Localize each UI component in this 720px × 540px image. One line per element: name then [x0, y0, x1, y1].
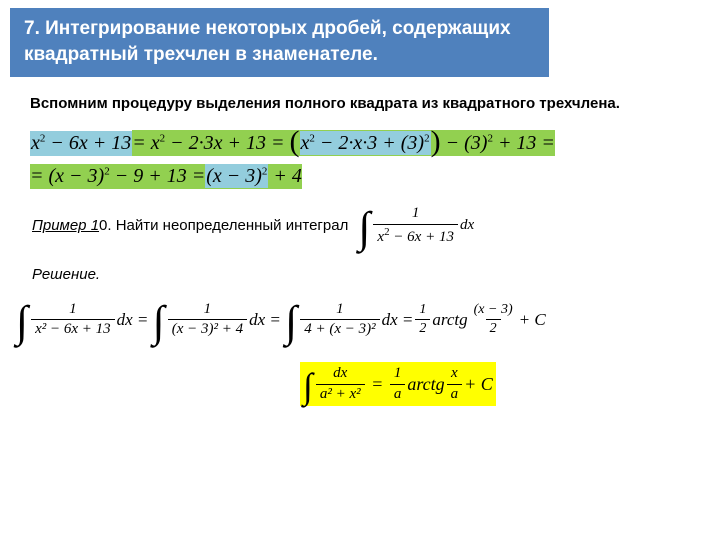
- frac: 1 2: [413, 302, 432, 337]
- t: dx =: [117, 310, 149, 330]
- t: − (3): [441, 132, 488, 154]
- t: − 6x + 13: [390, 229, 454, 245]
- t: 2: [415, 319, 430, 337]
- t: Пример 1: [32, 217, 99, 234]
- t: (: [290, 125, 300, 158]
- derivation-line1: x2 − 6x + 13 = x2 − 2·3x + 13 = (x2 − 2·…: [30, 130, 555, 156]
- t: arctg: [407, 374, 444, 395]
- t: + C: [519, 310, 546, 330]
- integral-sign: ∫: [303, 374, 314, 399]
- example-label: Пример 10. Найти неопределенный интеграл: [32, 217, 348, 234]
- t: dx =: [382, 310, 414, 330]
- arctan-formula: ∫ dx a² + x² = 1 a arctg x a + C: [300, 362, 496, 406]
- hl-seg: x2 − 2·x·3 + (3)2: [300, 131, 431, 155]
- t: 1: [65, 301, 81, 319]
- t: (x − 3)² + 4: [168, 319, 247, 338]
- t: dx =: [249, 310, 281, 330]
- t: x: [447, 365, 462, 383]
- t: − 2·x·3 + (3): [315, 132, 424, 154]
- frac: x a: [445, 365, 465, 403]
- hl-seg: (x − 3)2: [205, 164, 268, 188]
- t: 1: [408, 205, 424, 223]
- t: 0. Найти неопределенный интеграл: [99, 217, 348, 234]
- t: a: [390, 384, 406, 403]
- t: x: [31, 132, 40, 154]
- t: + 13 =: [493, 132, 555, 154]
- t: − 9 + 13 =: [110, 165, 206, 187]
- t: 1: [200, 301, 216, 319]
- t: arctg: [432, 310, 467, 330]
- t: a: [447, 384, 463, 403]
- t: dx: [460, 217, 474, 234]
- frac: (x − 3) 2: [468, 302, 519, 337]
- integral-sign: ∫: [16, 307, 29, 338]
- t: 1: [390, 365, 406, 383]
- integral-sign: ∫: [358, 213, 371, 244]
- integral-sign: ∫: [153, 307, 166, 338]
- t: a² + x²: [316, 384, 365, 403]
- t: x2 − 6x + 13: [373, 224, 458, 246]
- integral-sign: ∫: [285, 307, 298, 338]
- frac: 1 x2 − 6x + 13: [371, 205, 460, 246]
- t: 1: [332, 301, 348, 319]
- hl-seg: (x − 3)2 + 4: [205, 164, 302, 189]
- frac: 1 x² − 6x + 13: [29, 301, 117, 339]
- t: (x − 3): [206, 165, 262, 187]
- t: 1: [415, 302, 430, 319]
- hl-seg: = x2 − 2·3x + 13 = (x2 − 2·x·3 + (3)2) −…: [132, 130, 555, 156]
- derivation-line2: = (x − 3)2 − 9 + 13 = (x − 3)2 + 4: [30, 164, 302, 189]
- t: 2: [486, 319, 501, 337]
- hl-seg: x2 − 6x + 13: [30, 131, 132, 156]
- frac: 1 (x − 3)² + 4: [166, 301, 249, 339]
- t: − 6x + 13: [45, 132, 131, 154]
- frac: dx a² + x²: [314, 365, 367, 403]
- t: + C: [464, 374, 493, 395]
- section-header: 7. Интегрирование некоторых дробей, соде…: [10, 8, 549, 77]
- t: dx: [329, 365, 351, 383]
- frac: 1 a: [388, 365, 408, 403]
- t: 2: [424, 133, 430, 145]
- header-line1: 7. Интегрирование некоторых дробей, соде…: [24, 18, 511, 39]
- derivation-block: x2 − 6x + 13 = x2 − 2·3x + 13 = (x2 − 2·…: [0, 112, 720, 189]
- t: − 2·3x + 13 =: [165, 132, 284, 154]
- example-row: Пример 10. Найти неопределенный интеграл…: [0, 189, 720, 246]
- example-integral: ∫ 1 x2 − 6x + 13 dx: [358, 205, 474, 246]
- formula-box: ∫ dx a² + x² = 1 a arctg x a + C: [300, 362, 496, 406]
- t: ): [431, 125, 441, 158]
- t: + 4: [268, 165, 302, 187]
- solution-chain: ∫ 1 x² − 6x + 13 dx = ∫ 1 (x − 3)² + 4 d…: [0, 283, 720, 339]
- t: x² − 6x + 13: [31, 319, 115, 338]
- header-line2: квадратный трехчлен в знаменателе.: [24, 44, 378, 65]
- t: 4 + (x − 3)²: [300, 319, 379, 338]
- t: = x: [132, 132, 159, 154]
- intro-text: Вспомним процедуру выделения полного ква…: [0, 77, 720, 112]
- frac: 1 4 + (x − 3)²: [298, 301, 381, 339]
- t: (x − 3): [470, 302, 517, 319]
- t: = (x − 3): [30, 165, 104, 187]
- t: 2: [262, 166, 268, 178]
- hl-seg: = (x − 3)2 − 9 + 13 =: [30, 164, 205, 189]
